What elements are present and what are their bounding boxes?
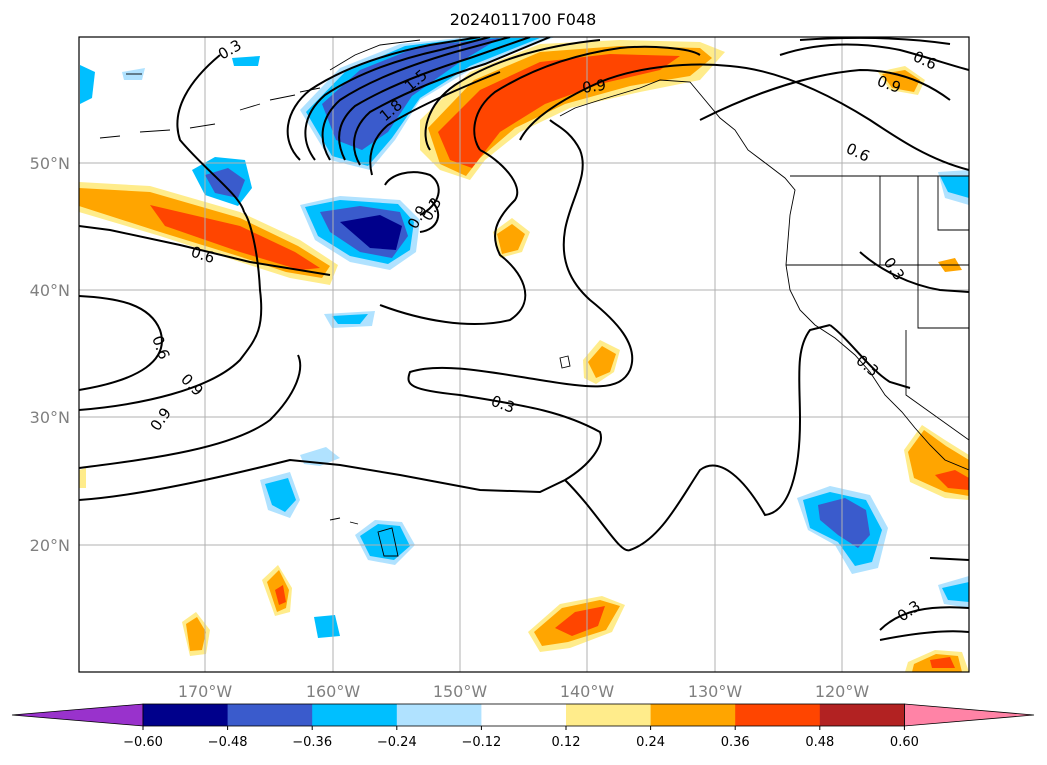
colorbar-tick-label: 0.12 xyxy=(552,735,581,750)
lat-label: 30°N xyxy=(30,408,70,427)
map-frame xyxy=(78,36,970,673)
colorbar-tick-label: 0.48 xyxy=(805,735,834,750)
coastlines xyxy=(99,39,969,557)
colorbar-tick-label: 0.36 xyxy=(721,735,750,750)
lon-label: 120°W xyxy=(815,682,870,701)
gridlines xyxy=(79,37,969,672)
lat-label: 20°N xyxy=(30,536,70,555)
contour-label: 0.9 xyxy=(581,76,607,97)
colorbar-tick-label: −0.36 xyxy=(292,735,332,750)
map-area: 0.3 0.6 0.9 1.5 1.8 0.6 0.9 0.9 0.6 0.3 … xyxy=(79,37,969,672)
colorbar-tick-label: −0.12 xyxy=(461,735,501,750)
longitude-labels: 170°W 160°W 150°W 140°W 130°W 120°W xyxy=(178,682,870,701)
colorbar-extend-min xyxy=(11,703,144,727)
colorbar-segment xyxy=(396,704,482,726)
colorbar-segment xyxy=(650,704,736,726)
colorbar-segment xyxy=(735,704,821,726)
contour-lines xyxy=(79,37,969,641)
colorbar-extend-max xyxy=(904,703,1035,727)
lon-label: 160°W xyxy=(306,682,361,701)
lon-label: 130°W xyxy=(688,682,743,701)
colorbar: −0.60 −0.48 −0.36 −0.24 −0.12 0.12 0.24 0.36 0.4… xyxy=(11,703,1035,750)
map-title: 2024011700 F048 xyxy=(450,10,597,29)
lon-label: 170°W xyxy=(178,682,233,701)
lat-label: 40°N xyxy=(30,281,70,300)
colorbar-segment xyxy=(481,704,567,726)
colorbar-segment xyxy=(227,704,313,726)
colorbar-tick-label: 0.60 xyxy=(890,735,919,750)
lat-label: 50°N xyxy=(30,154,70,173)
colorbar-tick-label: −0.48 xyxy=(208,735,248,750)
colorbar-tick-label: 0.24 xyxy=(636,735,665,750)
colorbar-tick-label: −0.24 xyxy=(377,735,417,750)
latitude-labels: 50°N 40°N 30°N 20°N xyxy=(30,154,70,555)
colorbar-tick-label: −0.60 xyxy=(123,735,163,750)
colorbar-segment xyxy=(312,704,398,726)
colorbar-segment xyxy=(566,704,652,726)
colorbar-segment xyxy=(143,704,229,726)
colorbar-segment xyxy=(819,704,905,726)
lon-label: 140°W xyxy=(560,682,615,701)
lon-label: 150°W xyxy=(433,682,488,701)
colorbar-frame xyxy=(142,703,905,727)
shaded-field xyxy=(79,37,969,672)
